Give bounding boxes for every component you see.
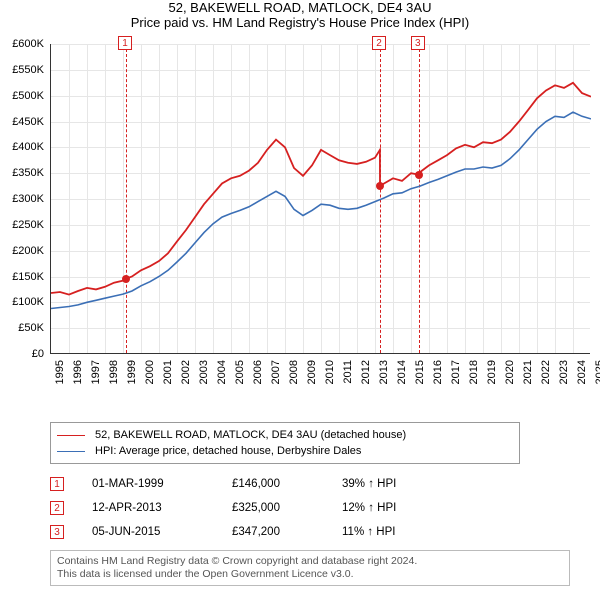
y-axis-label: £350K [0,167,44,179]
chart-title-line2: Price paid vs. HM Land Registry's House … [0,15,600,30]
series-property [51,83,591,295]
event-row: 3 05-JUN-2015£347,20011% ↑ HPI [50,520,600,544]
x-axis-label: 2000 [144,360,156,384]
legend-label: 52, BAKEWELL ROAD, MATLOCK, DE4 3AU (det… [95,429,406,441]
x-axis-label: 2001 [162,360,174,384]
x-axis-label: 1997 [90,360,102,384]
event-flag-icon: 2 [50,501,64,515]
x-axis-label: 1998 [108,360,120,384]
footnote-line2: This data is licensed under the Open Gov… [57,568,563,581]
transactions-table: 1 01-MAR-1999£146,00039% ↑ HPI 2 12-APR-201… [50,472,600,544]
x-axis-label: 2025 [594,360,600,384]
legend: 52, BAKEWELL ROAD, MATLOCK, DE4 3AU (det… [50,422,520,464]
x-axis-label: 2011 [342,360,354,384]
event-note: 11% ↑ HPI [342,526,395,538]
event-note: 39% ↑ HPI [342,478,396,490]
x-axis-label: 2020 [504,360,516,384]
x-axis-label: 1999 [126,360,138,384]
legend-row: 52, BAKEWELL ROAD, MATLOCK, DE4 3AU (det… [57,427,513,443]
x-axis-label: 2014 [396,360,408,384]
x-axis-label: 2007 [270,360,282,384]
event-flag: 2 [372,36,386,50]
x-axis-label: 1996 [72,360,84,384]
x-axis-label: 2017 [450,360,462,384]
event-price: £347,200 [232,526,342,538]
chart-title-line1: 52, BAKEWELL ROAD, MATLOCK, DE4 3AU [0,0,600,15]
y-axis-label: £450K [0,116,44,128]
event-row: 2 12-APR-2013£325,00012% ↑ HPI [50,496,600,520]
y-axis-label: £50K [0,322,44,334]
event-date: 05-JUN-2015 [92,526,232,538]
price-chart: £0 £50K £100K £150K £200K £250K £300K £350K £400… [0,34,600,414]
event-price: £146,000 [232,478,342,490]
footnote: Contains HM Land Registry data © Crown c… [50,550,570,586]
event-date: 12-APR-2013 [92,502,232,514]
transaction-marker [415,171,423,179]
legend-swatch [57,451,85,452]
legend-swatch [57,435,85,436]
y-axis-label: £550K [0,64,44,76]
x-axis-label: 2024 [576,360,588,384]
event-flag-icon: 1 [50,477,64,491]
x-axis-label: 2005 [234,360,246,384]
x-axis-label: 2006 [252,360,264,384]
y-axis-label: £400K [0,141,44,153]
x-axis-label: 2022 [540,360,552,384]
x-axis-label: 2021 [522,360,534,384]
y-axis-label: £250K [0,219,44,231]
y-axis-label: £150K [0,271,44,283]
x-axis-label: 2016 [432,360,444,384]
event-note: 12% ↑ HPI [342,502,396,514]
event-row: 1 01-MAR-1999£146,00039% ↑ HPI [50,472,600,496]
x-axis-label: 2003 [198,360,210,384]
x-axis-label: 2012 [360,360,372,384]
y-axis-label: £0 [0,348,44,360]
event-date: 01-MAR-1999 [92,478,232,490]
x-axis-label: 2023 [558,360,570,384]
event-flag-icon: 3 [50,525,64,539]
y-axis-label: £200K [0,245,44,257]
x-axis-label: 2002 [180,360,192,384]
y-axis-label: £300K [0,193,44,205]
y-axis-label: £500K [0,90,44,102]
x-axis-label: 1995 [54,360,66,384]
x-axis-label: 2019 [486,360,498,384]
x-axis-label: 2010 [324,360,336,384]
x-axis-label: 2018 [468,360,480,384]
footnote-line1: Contains HM Land Registry data © Crown c… [57,555,563,568]
plot-area [50,44,590,354]
series-hpi [51,112,591,308]
transaction-marker [122,275,130,283]
legend-label: HPI: Average price, detached house, Derb… [95,445,361,457]
y-axis-label: £100K [0,296,44,308]
x-axis-label: 2009 [306,360,318,384]
x-axis-label: 2015 [414,360,426,384]
x-axis-label: 2013 [378,360,390,384]
y-axis-label: £600K [0,38,44,50]
transaction-marker [376,182,384,190]
x-axis-label: 2008 [288,360,300,384]
event-price: £325,000 [232,502,342,514]
series-lines [51,44,591,354]
x-axis-label: 2004 [216,360,228,384]
event-flag: 3 [411,36,425,50]
event-flag: 1 [118,36,132,50]
legend-row: HPI: Average price, detached house, Derb… [57,443,513,459]
